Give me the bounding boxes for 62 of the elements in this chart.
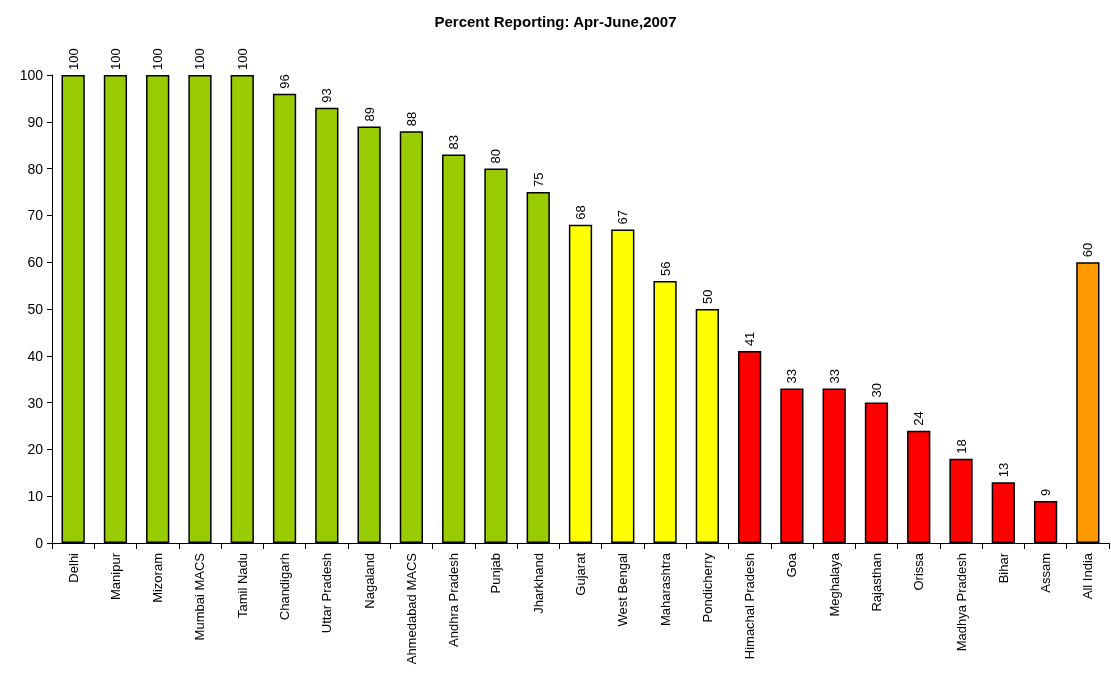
x-tick-label: Himachal Pradesh bbox=[742, 553, 758, 660]
data-label: 80 bbox=[488, 149, 504, 164]
x-tick-label: Delhi bbox=[65, 552, 81, 583]
chart-title: Percent Reporting: Apr-June,2007 bbox=[434, 13, 677, 30]
data-label: 100 bbox=[65, 48, 81, 70]
data-label: 50 bbox=[699, 289, 715, 304]
x-tick-label: Orissa bbox=[911, 552, 927, 591]
x-tick-label: Uttar Pradesh bbox=[319, 553, 335, 634]
x-tick-label: Mizoram bbox=[150, 553, 166, 603]
x-tick-label: Andhra Pradesh bbox=[446, 553, 462, 647]
x-tick-label: Punjab bbox=[488, 553, 504, 594]
x-tick-label: Goa bbox=[784, 552, 800, 578]
x-tick-label: Bihar bbox=[995, 552, 1011, 584]
x-tick-label: Jharkhand bbox=[530, 553, 546, 614]
data-label: 83 bbox=[446, 135, 462, 150]
data-label: 30 bbox=[868, 383, 884, 398]
x-tick-label: All India bbox=[1080, 552, 1096, 600]
data-label: 24 bbox=[911, 411, 927, 426]
x-tick-label: Assam bbox=[1038, 553, 1054, 593]
data-label: 33 bbox=[784, 369, 800, 384]
x-tick-label: Gujarat bbox=[573, 552, 588, 596]
data-label: 100 bbox=[150, 48, 166, 70]
y-tick-label: 0 bbox=[35, 535, 44, 551]
x-tick-label: Pondicherry bbox=[699, 552, 715, 623]
data-label: 56 bbox=[657, 261, 673, 276]
y-tick-label: 60 bbox=[27, 254, 44, 271]
data-label: 88 bbox=[403, 111, 419, 127]
data-label: 60 bbox=[1080, 242, 1096, 258]
data-label: 75 bbox=[530, 172, 546, 187]
data-label: 67 bbox=[615, 209, 631, 225]
x-tick-label: Rajasthan bbox=[868, 553, 884, 612]
y-tick-label: 100 bbox=[19, 67, 44, 83]
x-tick-label: Tamil Nadu bbox=[234, 553, 250, 619]
y-tick-label: 10 bbox=[27, 488, 44, 505]
x-tick-label: West Bengal bbox=[615, 552, 631, 627]
data-label: 93 bbox=[319, 88, 335, 103]
x-tick-label: Ahmedabad MACS bbox=[403, 552, 419, 665]
y-tick-label: 70 bbox=[27, 207, 44, 224]
y-tick-label: 80 bbox=[27, 160, 44, 177]
y-tick-label: 50 bbox=[27, 301, 44, 317]
data-label: 41 bbox=[742, 331, 758, 347]
y-tick-label: 20 bbox=[27, 441, 44, 458]
data-label: 96 bbox=[277, 74, 293, 89]
data-label: 13 bbox=[995, 462, 1011, 478]
x-tick-label: Madhya Pradesh bbox=[953, 553, 969, 652]
y-tick-label: 90 bbox=[27, 113, 44, 130]
x-tick-label: Maharashtra bbox=[657, 552, 673, 626]
data-label: 100 bbox=[192, 48, 208, 70]
data-label: 33 bbox=[826, 369, 842, 384]
y-tick-label: 40 bbox=[27, 347, 44, 364]
x-tick-label: Meghalaya bbox=[826, 552, 842, 617]
data-label: 100 bbox=[107, 48, 123, 70]
x-tick-label: Mumbai MACS bbox=[192, 552, 208, 641]
y-tick-label: 30 bbox=[27, 394, 44, 411]
data-label: 89 bbox=[361, 107, 377, 122]
x-tick-label: Manipur bbox=[107, 552, 123, 600]
data-label: 68 bbox=[573, 205, 588, 220]
data-label: 18 bbox=[953, 439, 969, 454]
data-label: 100 bbox=[234, 48, 250, 70]
x-tick-label: Nagaland bbox=[361, 553, 377, 609]
data-label: 9 bbox=[1038, 488, 1054, 496]
x-tick-label: Chandigarh bbox=[277, 553, 293, 621]
